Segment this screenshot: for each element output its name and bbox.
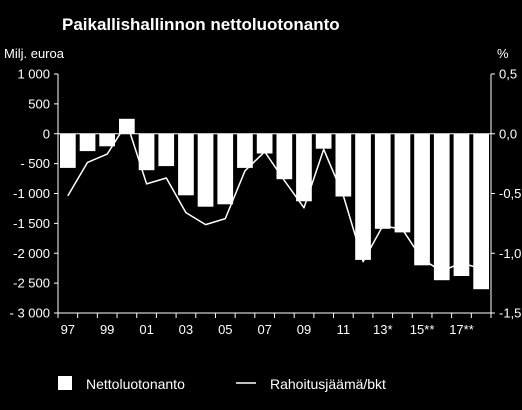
- bar-2014: [394, 133, 411, 233]
- bar-2008: [276, 133, 293, 180]
- x-tick-label: 07: [257, 322, 271, 337]
- left-tick-label: 1 000: [17, 67, 50, 82]
- bar-2016: [433, 133, 450, 281]
- legend-bar-label: Nettoluotonanto: [86, 376, 185, 392]
- left-tick-label: -2 000: [13, 246, 50, 261]
- bar-1997: [60, 133, 76, 168]
- bar-2007: [256, 133, 273, 154]
- bar-2011: [335, 133, 352, 197]
- right-tick-label: 0,5: [499, 67, 517, 82]
- bar-2003: [178, 133, 194, 196]
- bar-2017: [453, 133, 470, 276]
- bar-2001: [138, 133, 155, 171]
- left-tick-label: 500: [28, 96, 50, 111]
- bar-2010: [315, 133, 332, 149]
- bar-2002: [158, 133, 175, 167]
- left-tick-label: - 500: [20, 156, 50, 171]
- plot-area: 1 000 500 0 - 500 -1 000 -1 500 -2 000 -2 500 - …: [10, 67, 522, 338]
- bar-2005: [217, 133, 234, 205]
- left-tick-label: - 3 000: [10, 306, 50, 321]
- x-tick-label: 15**: [410, 322, 435, 337]
- bar-2009: [296, 133, 312, 202]
- x-tick-label: 09: [297, 322, 311, 337]
- left-tick-label: -2 500: [13, 276, 50, 291]
- x-tick-label: 05: [218, 322, 232, 337]
- left-tick-label: -1 000: [13, 186, 50, 201]
- legend: Nettoluotonanto Rahoitusjäämä/bkt: [58, 376, 386, 392]
- x-tick-label: 11: [337, 322, 351, 337]
- left-tick-label: 0: [43, 126, 50, 141]
- bar-1998: [79, 133, 96, 152]
- x-tick-label: 03: [179, 322, 193, 337]
- right-tick-label: -0,5: [499, 186, 521, 201]
- x-tick-label: 01: [139, 322, 153, 337]
- bar-2006: [237, 133, 253, 168]
- chart-title: Paikallishallinnon nettoluotonanto: [62, 15, 340, 34]
- left-tick-label: -1 500: [13, 216, 50, 231]
- bar-1999: [99, 133, 115, 147]
- left-axis-unit: Milj. euroa: [4, 46, 65, 61]
- series-line-rahoitusjaama: [67, 122, 482, 272]
- right-axis-unit: %: [497, 46, 509, 61]
- bar-2013: [374, 133, 391, 229]
- bar-2012: [355, 133, 371, 260]
- x-tick-label: 97: [61, 322, 75, 337]
- x-tick-label: 13*: [373, 322, 393, 337]
- legend-line-label: Rahoitusjäämä/bkt: [270, 376, 386, 392]
- right-tick-label: -1,0: [499, 246, 521, 261]
- right-tick-label: -1,5: [499, 306, 521, 321]
- bar-2015: [414, 133, 430, 266]
- x-tick-label: 17**: [449, 322, 474, 337]
- x-tick-label: 99: [100, 322, 114, 337]
- bar-2004: [197, 133, 214, 207]
- bar-2018: [473, 133, 489, 290]
- right-tick-label: 0,0: [499, 126, 517, 141]
- legend-bar-swatch: [58, 376, 72, 390]
